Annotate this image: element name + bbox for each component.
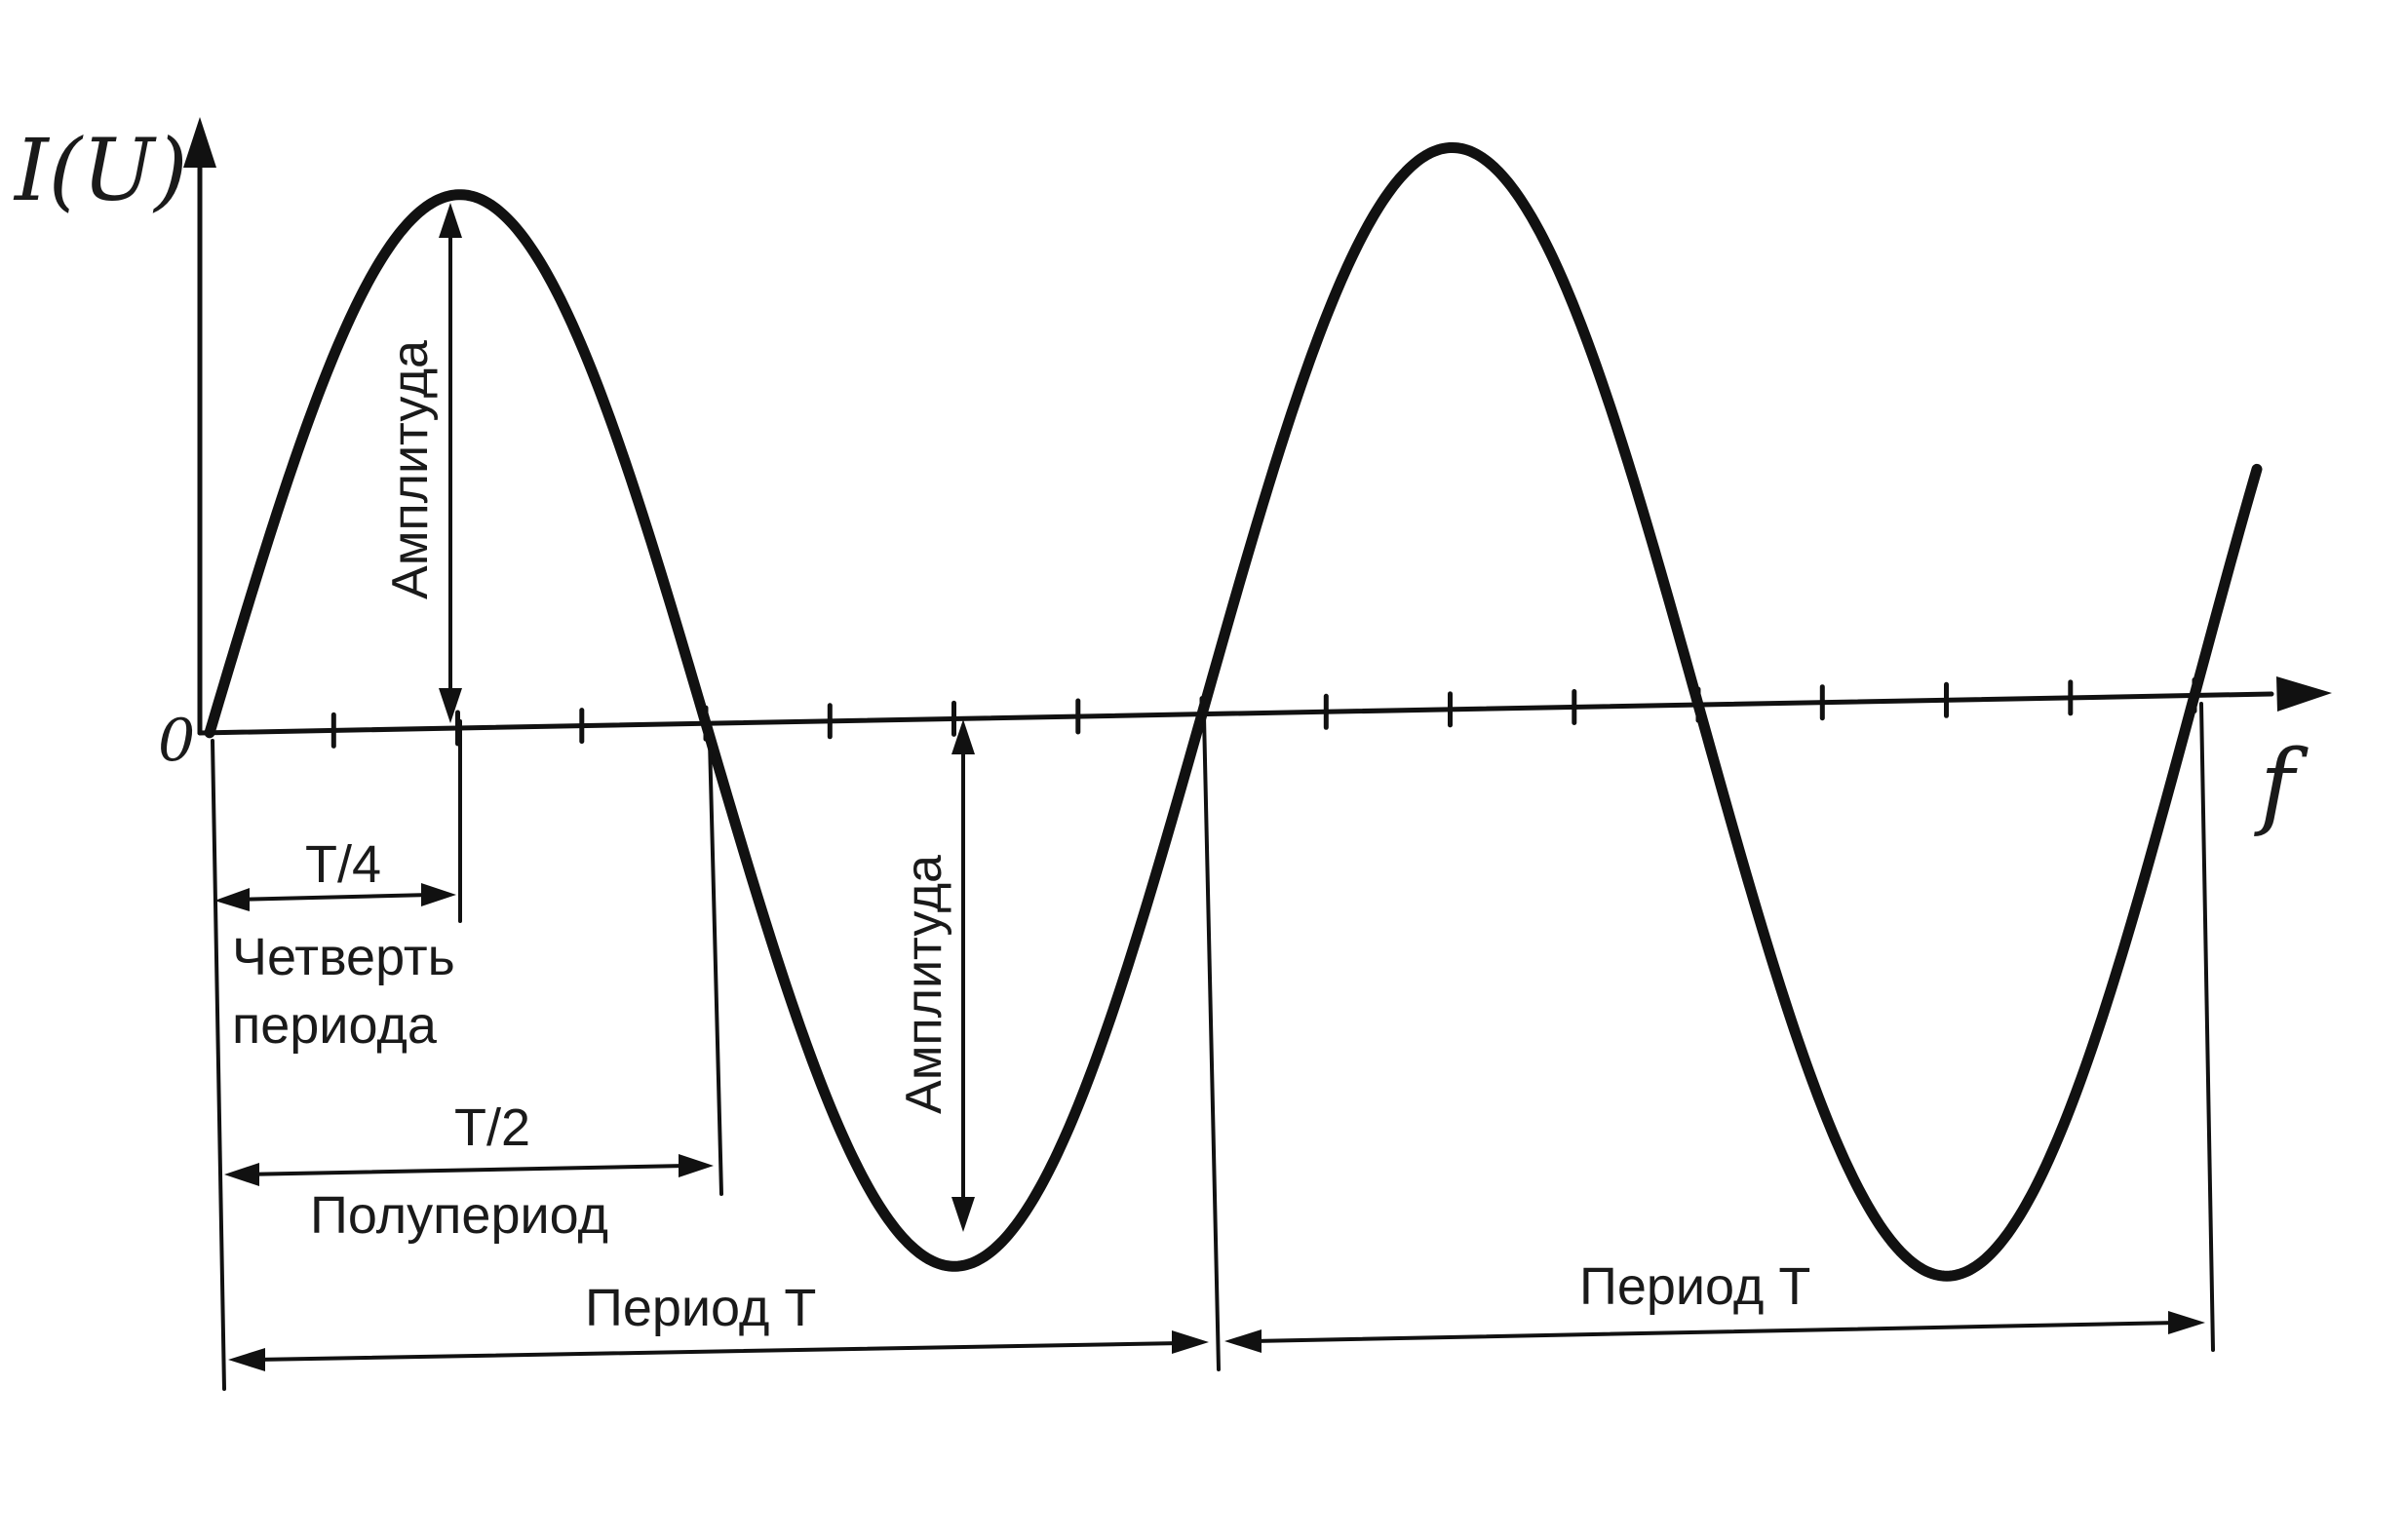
- dimension-lines: [211, 702, 2215, 1391]
- period-arrow-1: [228, 1330, 1209, 1371]
- amplitude-label-1: Амплитуда: [382, 340, 439, 599]
- period-label-2: Период Т: [1579, 1257, 1810, 1316]
- quarter-period-label-line2: периода: [232, 996, 438, 1055]
- amplitude-arrow-2: [951, 719, 975, 1232]
- period2-marker-line: [2199, 702, 2215, 1352]
- half-period-label: Полупериод: [310, 1186, 608, 1245]
- half-period-symbol: T/2: [454, 1098, 530, 1157]
- half-marker-line: [708, 739, 723, 1196]
- sine-curve: [204, 142, 2263, 1282]
- quarter-period-label-line1: Четверть: [232, 928, 455, 986]
- amplitude-arrow-1: [439, 203, 462, 723]
- quarter-period-symbol: T/4: [305, 835, 381, 894]
- half-period-arrow: [224, 1154, 714, 1186]
- x-axis-arrowhead: [2276, 676, 2332, 712]
- origin-marker-line: [211, 739, 226, 1391]
- period-label-1: Период Т: [585, 1279, 816, 1337]
- period-arrow-2: [1224, 1311, 2205, 1353]
- y-axis-arrowhead: [183, 117, 216, 168]
- x-axis-label: f: [2254, 730, 2309, 839]
- origin-label: 0: [158, 707, 195, 775]
- quarter-period-arrow: [214, 883, 456, 911]
- amplitude-label-2: Амплитуда: [896, 855, 952, 1114]
- x-axis: [197, 676, 2332, 749]
- period-marker-line: [1202, 714, 1221, 1371]
- y-axis: [183, 117, 216, 736]
- y-axis-label: I(U): [13, 120, 188, 220]
